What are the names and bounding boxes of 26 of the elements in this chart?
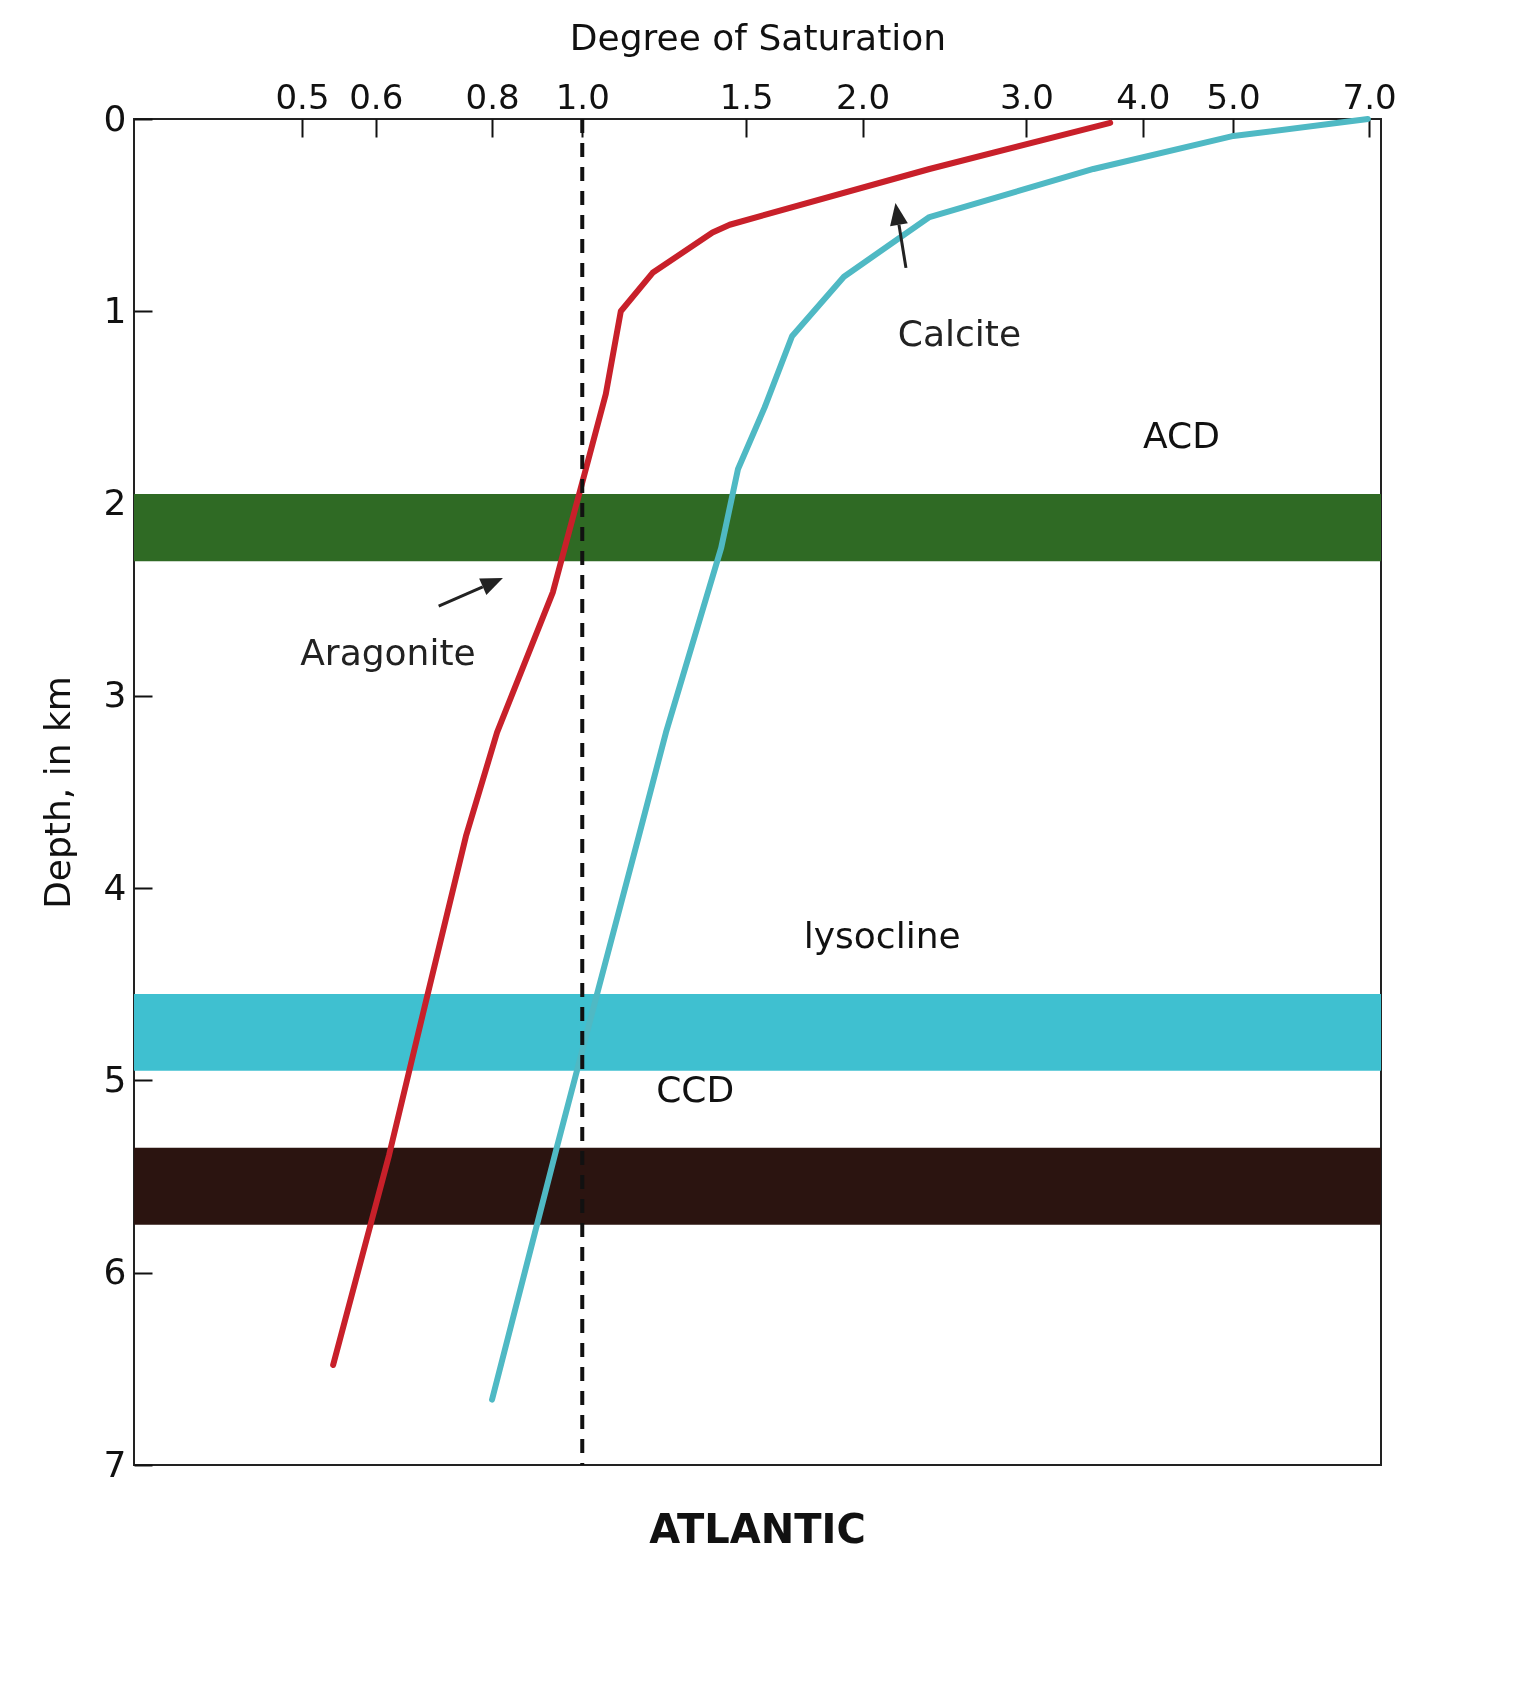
x-tick-label: 0.6 — [349, 76, 404, 117]
x-tick-label: 3.0 — [999, 76, 1054, 117]
y-tick-label: 5 — [103, 1058, 127, 1100]
band-label: CCD — [656, 1068, 735, 1110]
y-tick-label: 0 — [103, 97, 127, 139]
series-label: Aragonite — [300, 632, 476, 674]
x-tick-label: 5.0 — [1206, 76, 1261, 117]
x-axis-title: Degree of Saturation — [569, 16, 947, 58]
y-tick-label: 1 — [103, 289, 127, 331]
band-label: ACD — [1143, 414, 1220, 456]
y-tick-label: 3 — [103, 674, 127, 716]
band-label: lysocline — [803, 914, 961, 956]
x-tick-label: 2.0 — [835, 76, 891, 117]
y-tick-label: 2 — [103, 482, 127, 524]
y-axis-title: Depth, in km — [36, 676, 78, 909]
x-tick-label: 0.5 — [275, 76, 330, 117]
x-tick-label: 4.0 — [1116, 76, 1171, 117]
y-tick-label: 4 — [103, 866, 127, 908]
y-tick-label: 6 — [103, 1251, 127, 1293]
x-tick-label: 1.0 — [555, 76, 610, 117]
x-tick-label: 7.0 — [1342, 76, 1397, 117]
text: ATLANTIC — [649, 1506, 866, 1552]
series-label: Calcite — [897, 313, 1022, 355]
x-tick-label: 1.5 — [719, 76, 774, 117]
x-tick-label: 0.8 — [465, 76, 520, 117]
y-tick-label: 7 — [103, 1443, 127, 1485]
